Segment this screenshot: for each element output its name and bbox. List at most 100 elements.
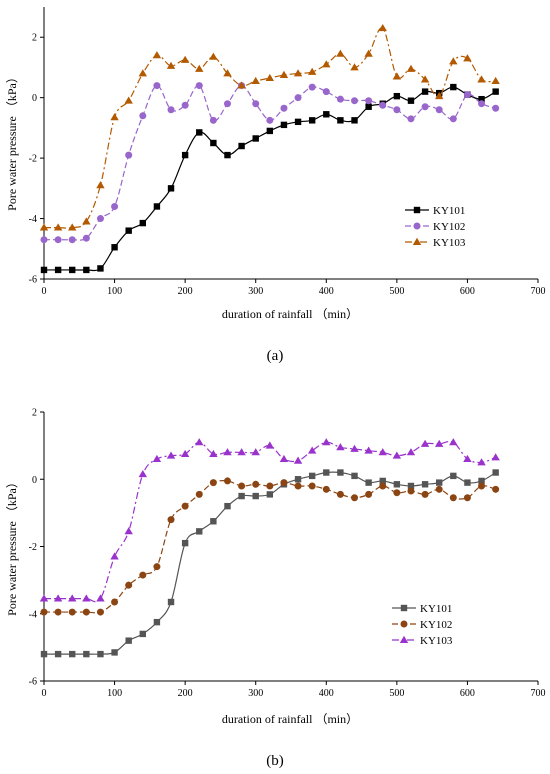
data-point <box>223 477 231 485</box>
data-point <box>252 135 259 142</box>
data-point <box>279 70 289 78</box>
chart-panel-b: Pore water pressure （kPa） duration of ra… <box>5 408 546 770</box>
data-point <box>450 472 457 480</box>
data-point <box>195 438 204 446</box>
data-point <box>209 116 217 124</box>
data-point <box>336 49 345 57</box>
data-point <box>322 438 331 446</box>
data-point <box>224 151 231 159</box>
data-point <box>393 481 401 488</box>
data-point <box>478 482 486 490</box>
y-axis-title: Pore water pressure （kPa） <box>5 476 19 616</box>
data-point <box>266 116 274 124</box>
data-point <box>152 51 162 59</box>
x-tick-label: 600 <box>460 286 475 297</box>
data-point <box>111 649 118 656</box>
data-point <box>252 492 259 500</box>
legend-label: KY101 <box>433 205 465 217</box>
data-point <box>393 489 401 497</box>
data-point <box>364 49 373 57</box>
data-point <box>350 63 359 71</box>
legend-marker <box>413 206 421 214</box>
data-point <box>138 470 147 478</box>
data-point <box>351 117 358 124</box>
data-point <box>280 104 288 112</box>
data-point <box>379 482 387 490</box>
data-point <box>379 101 387 109</box>
data-point <box>294 94 302 102</box>
data-point <box>181 101 189 109</box>
data-point <box>82 217 91 225</box>
data-point <box>365 479 372 486</box>
data-point <box>407 487 415 495</box>
data-point <box>139 571 147 579</box>
data-point <box>323 469 330 476</box>
data-point <box>336 443 345 451</box>
data-point <box>196 129 203 136</box>
data-point <box>195 82 203 90</box>
data-point <box>379 477 386 485</box>
data-point <box>209 52 218 60</box>
data-point <box>492 104 500 112</box>
data-point <box>478 95 485 103</box>
data-point <box>167 185 175 192</box>
data-point <box>364 446 373 454</box>
data-point <box>449 494 457 502</box>
data-point <box>478 100 486 108</box>
data-point <box>111 598 119 606</box>
data-point <box>223 69 232 77</box>
data-point <box>167 106 175 114</box>
data-point <box>40 236 48 244</box>
data-point <box>266 482 274 490</box>
legend-label: KY101 <box>420 603 452 615</box>
data-point <box>167 598 175 606</box>
series-ky103 <box>39 438 500 603</box>
data-point <box>181 502 189 510</box>
legend-entry: KY102 <box>405 221 465 233</box>
y-tick-label: -2 <box>29 154 37 165</box>
data-point <box>97 265 104 272</box>
data-point <box>407 115 415 123</box>
data-point <box>40 266 48 274</box>
x-tick-label: 700 <box>531 688 546 699</box>
data-point <box>224 502 231 510</box>
data-point <box>378 448 387 456</box>
y-tick-label: -6 <box>29 275 37 286</box>
legend-label: KY103 <box>420 635 453 647</box>
data-point <box>435 106 443 114</box>
data-point <box>280 479 288 487</box>
data-point <box>138 69 147 77</box>
data-point <box>463 54 472 62</box>
data-point <box>336 95 344 103</box>
data-point <box>294 476 302 483</box>
x-tick-label: 0 <box>42 286 47 297</box>
data-point <box>54 236 62 244</box>
data-point <box>294 118 302 126</box>
data-point <box>68 223 77 231</box>
legend-marker <box>399 635 409 643</box>
data-point <box>139 630 146 638</box>
data-point <box>252 480 260 488</box>
data-point <box>54 266 62 274</box>
data-point <box>449 57 458 65</box>
y-tick-label: 0 <box>32 475 37 486</box>
data-point <box>351 97 359 105</box>
x-tick-label: 100 <box>107 688 122 699</box>
data-point <box>68 608 76 616</box>
data-point <box>82 608 90 616</box>
legend-marker <box>413 222 421 230</box>
data-point <box>350 444 359 452</box>
data-point <box>406 64 416 72</box>
data-point <box>421 88 429 95</box>
y-tick-label: -2 <box>29 542 37 553</box>
data-point <box>293 69 303 77</box>
data-point <box>336 490 344 498</box>
data-point <box>152 454 162 463</box>
data-point <box>464 479 471 486</box>
data-point <box>40 650 48 658</box>
x-tick-label: 300 <box>248 286 263 297</box>
legend-entry: KY103 <box>405 237 466 249</box>
y-axis-title: Pore water pressure （kPa） <box>5 71 19 211</box>
data-point <box>238 482 246 490</box>
data-point <box>111 202 119 210</box>
